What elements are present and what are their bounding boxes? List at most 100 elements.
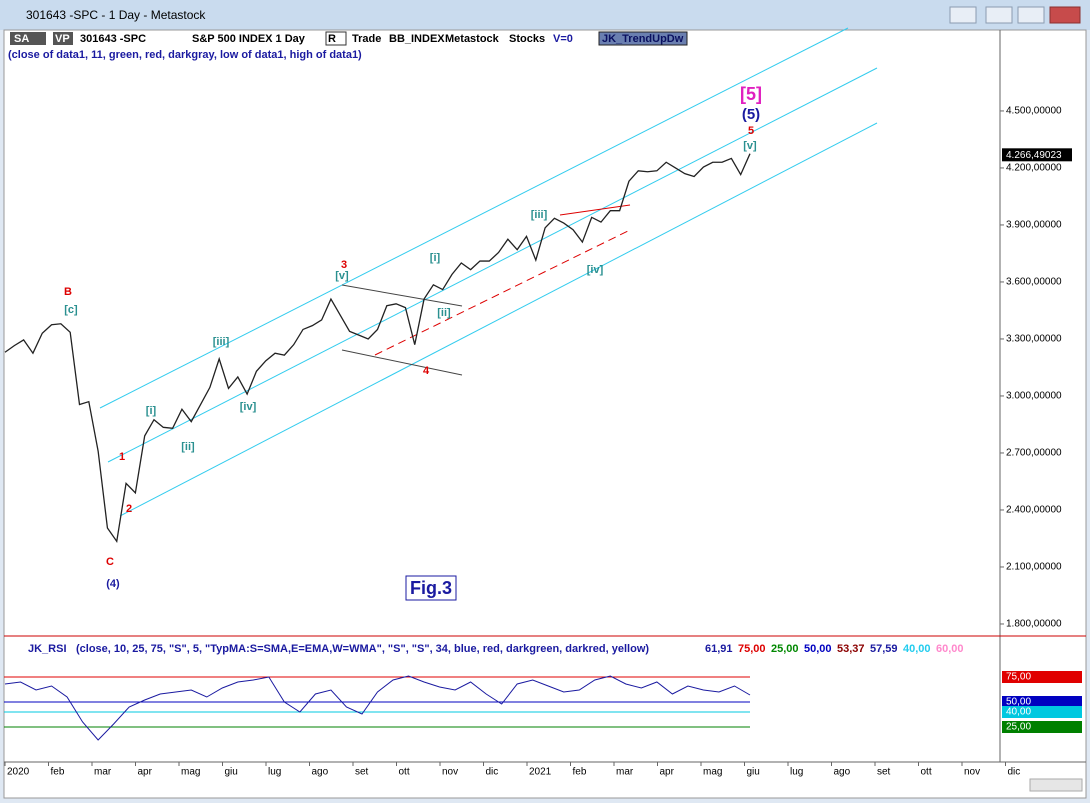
rsi-readout: 53,37 xyxy=(837,643,865,655)
x-tick-label: feb xyxy=(573,767,587,778)
toolbar-item: V=0 xyxy=(553,33,573,45)
x-tick-label: set xyxy=(355,767,369,778)
toolbar-item: 301643 -SPC xyxy=(80,33,146,45)
trend-line xyxy=(374,229,631,356)
rsi-readout: 25,00 xyxy=(771,643,799,655)
wave-labels: B [c] C (4) 1 2 [i] [ii] [iii] [iv] 3 [v… xyxy=(64,84,762,590)
toolbar-item: BB_INDEX xyxy=(389,33,445,45)
wave-label: [v] xyxy=(743,140,757,152)
indicator-tag[interactable] xyxy=(598,31,688,46)
x-tick-label: set xyxy=(877,767,891,778)
y-tick-label: 3.000,00000 xyxy=(1006,391,1062,402)
wave-label: [i] xyxy=(146,405,157,417)
wave-label: [5] xyxy=(740,84,762,104)
wave-label: B xyxy=(64,286,72,298)
trend-line xyxy=(341,349,463,376)
wave-label: [c] xyxy=(64,304,78,316)
y-tick-label: 3.900,00000 xyxy=(1006,220,1062,231)
x-tick-label: mar xyxy=(616,767,634,778)
price-line xyxy=(4,153,751,544)
rsi-readout: 60,00 xyxy=(936,643,964,655)
chart-area xyxy=(3,29,1087,799)
x-tick-label: lug xyxy=(790,767,803,778)
y-tick-label: 2.400,00000 xyxy=(1006,505,1062,516)
channel-line xyxy=(119,122,878,517)
sa-button[interactable] xyxy=(10,32,46,45)
x-tick-label: lug xyxy=(268,767,281,778)
rsi-level-label: 50,00 xyxy=(1006,697,1031,708)
restore-button[interactable] xyxy=(949,6,977,24)
minimize-button[interactable] xyxy=(985,6,1013,24)
wave-label: [ii] xyxy=(181,441,195,453)
x-tick-label: feb xyxy=(51,767,65,778)
channel-line xyxy=(99,27,849,409)
rsi-readout: 57,59 xyxy=(870,643,898,655)
toolbar-item: S&P 500 INDEX 1 Day xyxy=(192,33,306,45)
rsi-readout: 61,91 xyxy=(705,643,733,655)
wave-label: [ii] xyxy=(437,307,451,319)
wave-label: 5 xyxy=(748,125,754,137)
wave-label: (5) xyxy=(742,106,760,123)
wave-label: (4) xyxy=(106,578,120,590)
toolbar-item: Metastock xyxy=(445,33,500,45)
wave-label: [v] xyxy=(335,270,349,282)
x-tick-label: ott xyxy=(399,767,410,778)
x-tick-label: ago xyxy=(834,767,851,778)
rsi-level-label: 75,00 xyxy=(1006,672,1031,683)
y-tick-label: 2.100,00000 xyxy=(1006,562,1062,573)
rsi-level-box xyxy=(1002,696,1082,708)
x-tick-label: apr xyxy=(660,767,675,778)
r-button[interactable] xyxy=(325,31,347,46)
toolbar-item[interactable]: VP xyxy=(55,33,70,45)
rsi-readout: 75,00 xyxy=(738,643,766,655)
scrollbar[interactable] xyxy=(1029,778,1083,792)
y-tick-label: 4.500,00000 xyxy=(1006,106,1062,117)
indicator-params: (close of data1, 11, green, red, darkgra… xyxy=(8,49,362,61)
x-tick-label: giu xyxy=(747,767,760,778)
rsi-line xyxy=(4,675,751,741)
wave-label: [iv] xyxy=(240,401,257,413)
rsi-name: JK_RSI xyxy=(28,643,67,655)
trend-line xyxy=(559,204,631,216)
wave-label: [iii] xyxy=(213,336,230,348)
x-tick-label: dic xyxy=(486,767,499,778)
last-price-box xyxy=(1002,148,1072,162)
x-tick-label: giu xyxy=(225,767,238,778)
vp-button[interactable] xyxy=(53,32,73,45)
toolbar-item: Trade xyxy=(352,33,381,45)
y-tick-label: 2.700,00000 xyxy=(1006,448,1062,459)
channel-line xyxy=(107,67,878,463)
rsi-level-label: 40,00 xyxy=(1006,707,1031,718)
toolbar-item[interactable]: R xyxy=(328,33,336,45)
rsi-level-box xyxy=(1002,671,1082,683)
title-bar xyxy=(0,0,1090,30)
x-tick-label: 2020 xyxy=(7,767,30,778)
y-tick-label: 1.800,00000 xyxy=(1006,619,1062,630)
x-tick-label: nov xyxy=(442,767,458,778)
rsi-level-label: 25,00 xyxy=(1006,722,1031,733)
x-tick-label: mag xyxy=(703,767,722,778)
wave-label: 4 xyxy=(423,365,430,377)
wave-label: [iii] xyxy=(531,209,548,221)
wave-label: 3 xyxy=(341,259,347,271)
x-tick-label: mag xyxy=(181,767,200,778)
rsi-params: (close, 10, 25, 75, "S", 5, "TypMA:S=SMA… xyxy=(76,643,649,655)
close-button[interactable] xyxy=(1049,6,1081,24)
wave-label: C xyxy=(106,556,114,568)
maximize-button[interactable] xyxy=(1017,6,1045,24)
toolbar-item[interactable]: SA xyxy=(14,33,29,45)
x-tick-label: dic xyxy=(1008,767,1021,778)
wave-label: 1 xyxy=(119,451,125,463)
figure-label: Fig.3 xyxy=(410,578,452,598)
y-tick-label: 3.600,00000 xyxy=(1006,277,1062,288)
rsi-level-box xyxy=(1002,706,1082,718)
wave-label: 2 xyxy=(126,503,132,515)
toolbar-item: Stocks xyxy=(509,33,545,45)
y-tick-label: 4.200,00000 xyxy=(1006,163,1062,174)
toolbar-item[interactable]: JK_TrendUpDw xyxy=(602,33,684,45)
x-tick-label: mar xyxy=(94,767,112,778)
rsi-readouts: 61,91 75,00 25,00 50,00 53,37 57,59 40,00 60,00 xyxy=(705,643,964,655)
rsi-readout: 50,00 xyxy=(804,643,832,655)
x-tick-label: 2021 xyxy=(529,767,552,778)
